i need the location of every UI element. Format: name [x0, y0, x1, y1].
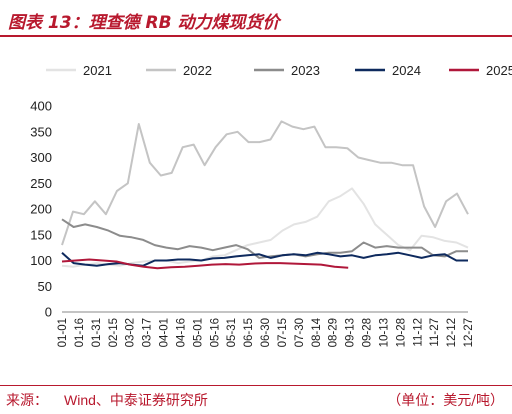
- x-tick-label: 09-13: [345, 318, 357, 347]
- x-tick-label: 09-28: [362, 318, 374, 347]
- x-tick-label: 10-28: [395, 318, 407, 347]
- x-tick-label: 05-16: [209, 318, 221, 347]
- legend-label-2021: 2021: [83, 63, 112, 78]
- x-tick-label: 06-30: [260, 318, 272, 347]
- source-label: 来源：: [6, 393, 48, 409]
- y-tick-label: 200: [30, 202, 52, 217]
- x-tick-label: 03-02: [125, 318, 137, 347]
- y-tick-label: 100: [30, 253, 52, 268]
- x-tick-label: 07-30: [294, 318, 306, 347]
- legend-label-2024: 2024: [392, 63, 421, 78]
- x-tick-label: 05-31: [226, 318, 238, 347]
- x-tick-label: 08-14: [311, 317, 323, 347]
- x-tick-label: 04-01: [159, 318, 171, 347]
- y-tick-label: 350: [30, 124, 52, 139]
- bottom-rule: [0, 385, 512, 386]
- top-rule: [0, 35, 512, 37]
- x-tick-label: 08-29: [328, 318, 340, 347]
- x-tick-label: 01-31: [91, 318, 103, 347]
- figure-title: 图表 13：理查德 RB 动力煤现货价: [8, 13, 280, 33]
- title-row: 图表 13：理查德 RB 动力煤现货价: [0, 0, 512, 36]
- x-tick-label: 01-01: [57, 318, 69, 347]
- legend-label-2025: 2025: [486, 63, 512, 78]
- x-tick-label: 12-27: [463, 318, 475, 347]
- y-tick-label: 150: [30, 227, 52, 242]
- x-tick-label: 05-01: [192, 318, 204, 347]
- legend-label-2023: 2023: [291, 63, 320, 78]
- y-tick-label: 0: [45, 305, 52, 320]
- x-tick-label: 07-15: [277, 318, 289, 347]
- x-tick-label: 06-15: [243, 318, 255, 347]
- source-text: Wind、中泰证券研究所: [64, 392, 208, 408]
- y-tick-label: 250: [30, 176, 52, 191]
- x-tick-label: 04-16: [175, 318, 187, 347]
- x-tick-label: 12-12: [446, 318, 458, 347]
- series-line-2025: [61, 258, 349, 270]
- y-tick-label: 50: [38, 279, 52, 294]
- series-line-2023: [61, 218, 468, 259]
- x-tick-label: 03-17: [142, 318, 154, 347]
- x-tick-label: 11-12: [412, 318, 424, 347]
- x-tick-label: 02-15: [108, 318, 120, 347]
- line-chart: 2021 2022 2023 2024 2025 0 50 100 150 200 250 300 35…: [30, 63, 512, 347]
- x-tick-label: 01-16: [74, 318, 86, 347]
- y-tick-label: 400: [30, 99, 52, 114]
- x-tick-label: 10-13: [378, 318, 390, 347]
- y-tick-label: 300: [30, 150, 52, 165]
- series-line-2022: [61, 120, 469, 246]
- footer: 来源： Wind、中泰证券研究所 （单位：美元/吨）: [0, 390, 512, 412]
- unit-text: （单位：美元/吨）: [387, 393, 504, 409]
- legend-label-2022: 2022: [183, 63, 212, 78]
- x-tick-label: 11-27: [429, 318, 441, 347]
